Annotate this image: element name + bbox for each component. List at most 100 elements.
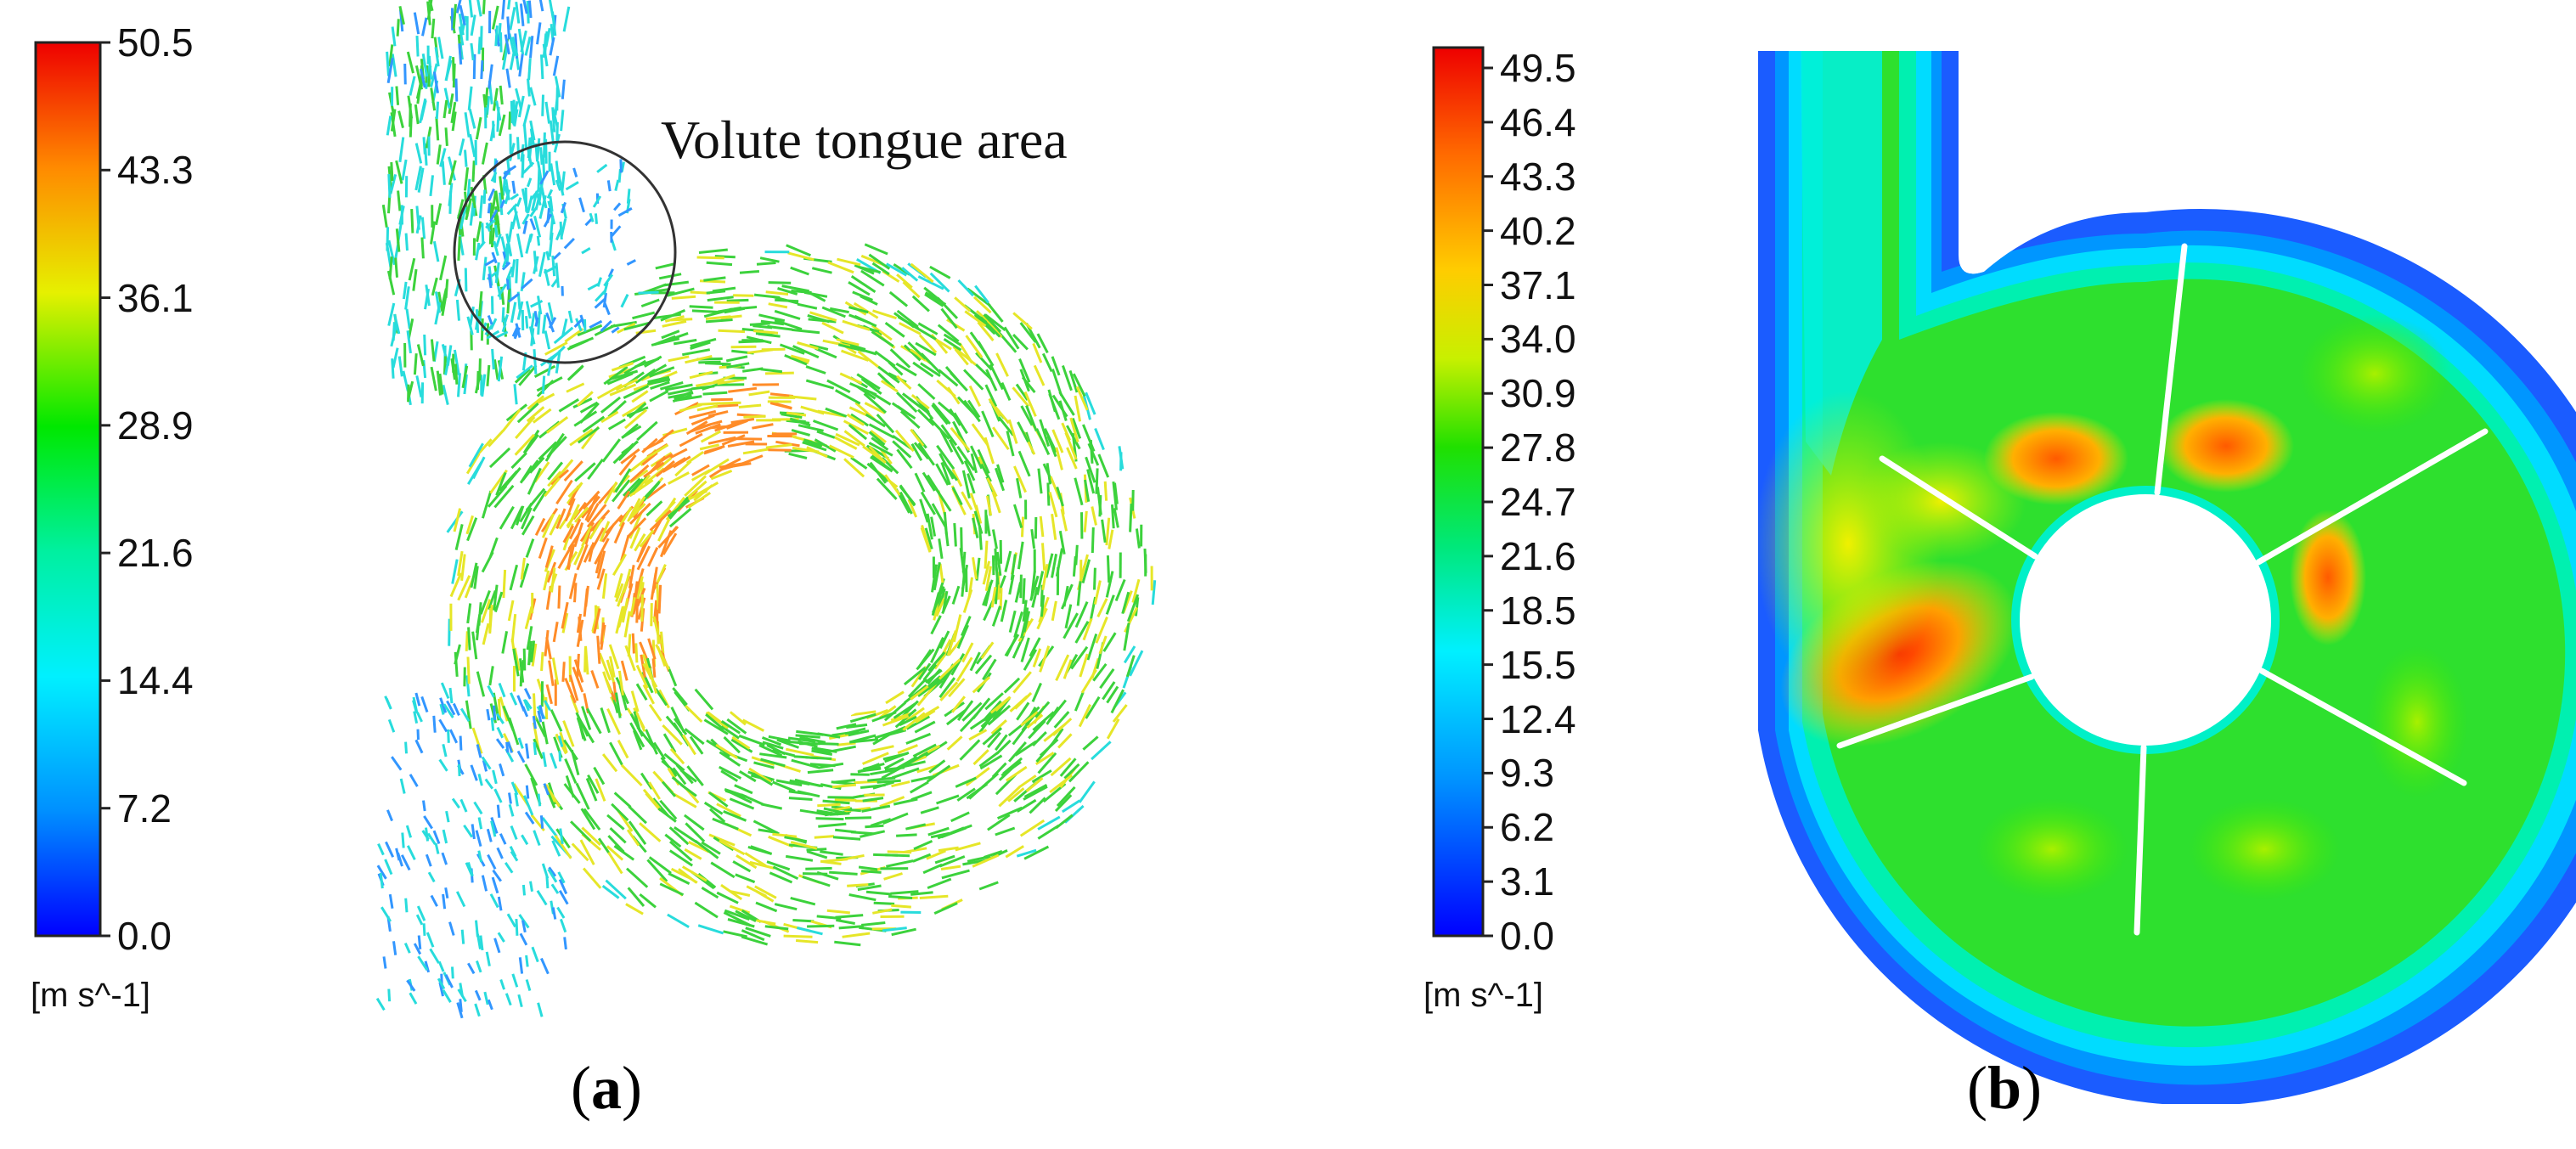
velocity-vector [538,441,558,461]
velocity-vector [496,804,501,819]
velocity-vector [481,756,492,770]
velocity-vector [450,358,456,380]
velocity-vector [724,909,750,921]
velocity-vector [502,569,507,599]
velocity-vector [544,545,554,568]
velocity-vector [774,318,803,331]
velocity-vector [929,265,951,279]
velocity-vector [748,767,772,783]
velocity-vector [920,806,939,814]
velocity-vector [1012,386,1030,408]
velocity-vector [586,707,602,735]
velocity-vector [730,418,755,425]
velocity-vector [860,830,886,838]
colorbar-b-tick-label: 3.1 [1500,859,1554,904]
velocity-vector [760,368,783,374]
panel-b-svg [1432,46,2576,1104]
velocity-vector [518,54,524,77]
velocity-vector [593,766,606,786]
velocity-vector [891,904,911,909]
velocity-vector [629,464,650,483]
velocity-vector [510,452,527,470]
blade-1 [2154,243,2188,496]
velocity-vector [612,479,631,503]
velocity-vector [611,326,620,334]
colorbar-a-tick-label: 50.5 [117,20,194,65]
velocity-vector [495,100,502,121]
velocity-vector [557,735,564,747]
velocity-vector [882,714,910,727]
velocity-vector [902,760,926,769]
velocity-vector [843,458,865,478]
velocity-vector [533,256,539,274]
velocity-vector [493,484,515,509]
velocity-vector [458,26,465,46]
velocity-vector [673,455,691,469]
colorbar-b-tick-label: 30.9 [1500,371,1576,416]
velocity-vector [984,692,1004,711]
colorbar-b-bar [1432,46,1485,938]
velocity-vector [1000,600,1008,622]
velocity-vector [967,577,973,599]
velocity-vector [951,469,963,487]
velocity-vector [735,873,756,884]
velocity-vector [694,901,719,919]
velocity-vector [523,688,532,700]
velocity-vector [710,861,736,879]
velocity-vector [449,572,463,598]
velocity-vector [505,278,510,290]
velocity-vector [506,203,518,216]
velocity-vector [642,662,658,688]
velocity-vector [391,756,403,771]
colorbar-b-tick-label: 37.1 [1500,262,1576,307]
velocity-vector [883,725,906,738]
velocity-vector [501,323,507,333]
velocity-vector [861,921,886,927]
velocity-vector [617,490,631,510]
velocity-vector [803,438,823,447]
velocity-vector [891,767,920,780]
velocity-vector [459,735,463,751]
velocity-vector [515,323,521,338]
velocity-vector [1012,634,1025,659]
velocity-vector [501,262,511,271]
velocity-vector [572,666,584,693]
velocity-vector [705,315,731,320]
velocity-vector [1092,662,1108,682]
velocity-vector [524,606,533,629]
velocity-vector [937,324,960,343]
velocity-vector [661,329,680,340]
velocity-vector [613,844,635,861]
velocity-vector [982,727,1003,746]
velocity-vector [476,240,486,251]
velocity-vector [849,382,877,397]
velocity-vector [752,423,774,430]
velocity-vector [916,683,937,707]
velocity-vector [510,301,517,324]
velocity-vector [465,453,481,475]
velocity-vector [956,624,969,649]
velocity-vector [698,248,728,254]
velocity-vector [986,477,998,498]
velocity-vector [834,798,857,802]
velocity-vector [856,373,881,391]
velocity-vector [1064,431,1078,460]
velocity-vector [1125,655,1136,678]
velocity-vector [503,185,511,200]
velocity-vector [912,324,937,341]
velocity-vector [571,842,589,862]
velocity-vector [634,368,657,384]
velocity-vector [938,846,959,853]
velocity-vector [487,485,508,508]
velocity-vector [539,815,544,829]
velocity-vector [459,4,466,26]
velocity-vector [465,631,469,651]
velocity-vector [911,295,930,313]
velocity-vector [491,5,499,30]
velocity-vector [1121,591,1130,615]
colorbar-b-tick-label: 6.2 [1500,805,1554,850]
velocity-vector [938,538,944,560]
velocity-vector [568,518,582,540]
velocity-vector [647,375,670,384]
velocity-vector [866,462,889,482]
